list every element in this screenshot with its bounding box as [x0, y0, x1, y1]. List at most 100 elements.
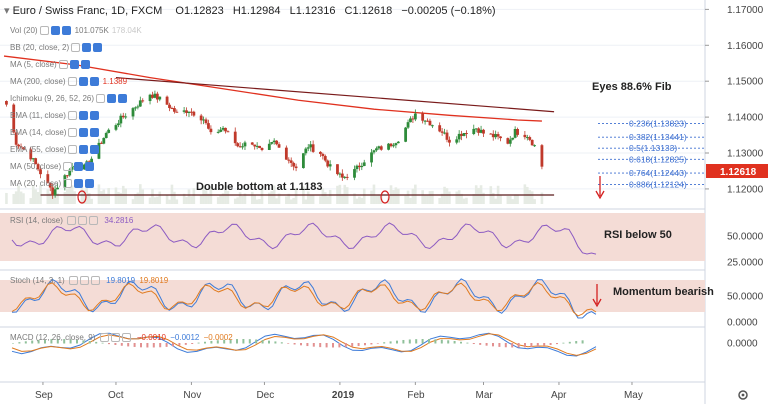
- time-tick-label: Nov: [183, 390, 201, 401]
- macd-histogram-bar: [453, 340, 456, 344]
- time-axis[interactable]: Sep Oct Nov Dec 2019 Feb Mar Apr May: [35, 382, 643, 401]
- volume-bar: [36, 192, 40, 204]
- candle-body: [362, 162, 366, 166]
- close-icon[interactable]: [89, 216, 99, 226]
- close-icon[interactable]: [61, 26, 71, 36]
- gear-icon[interactable]: [79, 145, 89, 155]
- close-icon[interactable]: [85, 162, 95, 172]
- eye-icon[interactable]: [63, 179, 73, 189]
- eye-icon[interactable]: [68, 128, 78, 138]
- close-icon[interactable]: [89, 77, 99, 87]
- candle-body: [394, 143, 398, 146]
- gear-icon[interactable]: [69, 60, 79, 70]
- macd-histogram-bar: [344, 343, 347, 348]
- eye-icon[interactable]: [67, 77, 77, 87]
- gear-icon[interactable]: [82, 43, 92, 53]
- collapse-icon[interactable]: ▾: [4, 5, 10, 17]
- rsi-title[interactable]: RSI (14, close): [10, 216, 63, 225]
- candle-body: [82, 164, 86, 170]
- candle-body: [114, 125, 118, 130]
- indicator-legend-row[interactable]: BB (20, close, 2): [10, 43, 103, 53]
- gear-icon[interactable]: [78, 77, 88, 87]
- candle-body: [294, 166, 298, 169]
- eye-icon[interactable]: [71, 43, 81, 53]
- gear-icon[interactable]: [79, 128, 89, 138]
- indicator-legend-row[interactable]: MA (50, close): [10, 162, 95, 172]
- candle-body: [440, 131, 444, 133]
- candle-body: [516, 129, 519, 135]
- volume-bar: [292, 197, 295, 204]
- close-icon[interactable]: [85, 179, 95, 189]
- candle-body: [187, 111, 191, 113]
- eye-icon[interactable]: [67, 111, 77, 121]
- gear-icon[interactable]: [107, 94, 117, 104]
- candle-body: [12, 104, 16, 133]
- candle-body: [392, 145, 395, 147]
- indicator-name: Vol (20): [10, 26, 38, 35]
- indicator-legend-row[interactable]: Ichimoku (9, 26, 52, 26): [10, 94, 128, 104]
- indicator-legend-row[interactable]: EMA (11, close): [10, 111, 99, 121]
- volume-bar: [114, 187, 118, 204]
- close-icon[interactable]: [118, 94, 128, 104]
- volume-bar: [97, 184, 101, 204]
- gear-icon[interactable]: [74, 162, 84, 172]
- gear-icon[interactable]: [738, 390, 748, 400]
- indicator-legend-row[interactable]: EMA (55, close): [10, 145, 100, 155]
- indicator-legend-row[interactable]: EMA (14, close): [10, 128, 100, 138]
- macd-line: [11, 332, 597, 357]
- close-icon[interactable]: [93, 43, 103, 53]
- gear-icon[interactable]: [79, 276, 89, 286]
- close-icon[interactable]: [80, 60, 90, 70]
- volume-bar: [117, 191, 120, 204]
- rsi-note: RSI below 50: [604, 229, 672, 241]
- macd-histogram-bar: [530, 343, 533, 347]
- volume-bar: [238, 192, 242, 204]
- candle-body: [68, 169, 72, 176]
- eye-icon[interactable]: [99, 333, 109, 343]
- volume-bar: [360, 197, 364, 204]
- volume-bar: [341, 193, 344, 204]
- macd-title[interactable]: MACD (12, 26, close, 9): [10, 333, 96, 342]
- close-icon[interactable]: [121, 333, 131, 343]
- price-axis[interactable]: 1.17000 1.16000 1.15000 1.14000 1.13000 1.120…: [705, 5, 764, 350]
- resistance-trendline: [115, 77, 555, 113]
- indicator-legend-row[interactable]: Vol (20) 101.075K 178.04K: [10, 26, 142, 36]
- indicator-legend-row[interactable]: MA (20, close): [10, 179, 95, 189]
- eye-icon[interactable]: [58, 60, 68, 70]
- close-icon[interactable]: [90, 128, 100, 138]
- candle-body: [190, 111, 193, 113]
- macd-histogram-bar: [63, 339, 66, 344]
- indicator-legend-row[interactable]: MA (5, close): [10, 60, 90, 70]
- symbol-title[interactable]: Euro / Swiss Franc, 1D, FXCM: [12, 5, 163, 17]
- eye-icon[interactable]: [63, 162, 73, 172]
- candle-body: [238, 146, 242, 148]
- gear-icon[interactable]: [78, 111, 88, 121]
- eye-icon[interactable]: [68, 276, 78, 286]
- volume-bar: [158, 191, 162, 204]
- volume-bar: [192, 188, 196, 204]
- volume-bar: [353, 193, 356, 204]
- gear-icon[interactable]: [50, 26, 60, 36]
- eye-icon[interactable]: [67, 216, 77, 226]
- macd-histogram-bar: [274, 341, 277, 344]
- gear-icon[interactable]: [78, 216, 88, 226]
- macd-histogram-bar: [472, 343, 475, 345]
- macd-histogram-bar: [511, 343, 514, 348]
- macd-signal-value: −0.0002: [203, 333, 233, 342]
- macd-histogram-bar: [268, 340, 270, 344]
- close-icon[interactable]: [90, 276, 100, 286]
- volume-bar: [233, 198, 237, 204]
- close-icon[interactable]: [89, 111, 99, 121]
- eye-icon[interactable]: [96, 94, 106, 104]
- eye-icon[interactable]: [68, 145, 78, 155]
- gear-icon[interactable]: [74, 179, 84, 189]
- eye-icon[interactable]: [39, 26, 49, 36]
- gear-icon[interactable]: [110, 333, 120, 343]
- volume-bar: [46, 189, 50, 204]
- indicator-name: BB (20, close, 2): [10, 43, 70, 52]
- stoch-title[interactable]: Stoch (14, 3, 1): [10, 276, 65, 285]
- indicator-legend-row[interactable]: MA (200, close) 1.1389: [10, 77, 127, 87]
- close-icon[interactable]: [90, 145, 100, 155]
- volume-bar: [294, 188, 298, 204]
